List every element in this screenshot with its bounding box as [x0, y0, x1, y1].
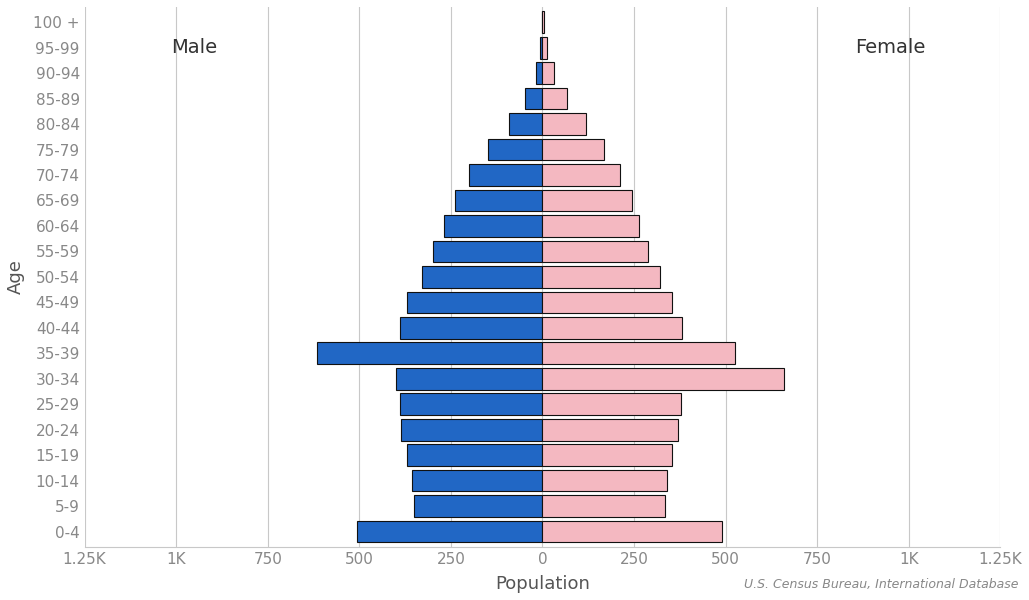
Bar: [542, 521, 722, 542]
Bar: [542, 215, 639, 237]
Bar: [399, 317, 542, 338]
Bar: [542, 37, 546, 59]
Bar: [525, 88, 542, 109]
Bar: [317, 343, 542, 364]
Bar: [542, 88, 567, 109]
Bar: [542, 11, 544, 33]
Bar: [443, 215, 542, 237]
Bar: [542, 266, 660, 288]
Bar: [469, 164, 542, 186]
Bar: [399, 394, 542, 415]
Bar: [542, 394, 681, 415]
Bar: [542, 113, 586, 135]
Bar: [542, 317, 681, 338]
Y-axis label: Age: Age: [7, 259, 25, 295]
Bar: [542, 368, 784, 389]
Bar: [357, 521, 542, 542]
X-axis label: Population: Population: [495, 575, 590, 593]
Bar: [542, 470, 667, 491]
Bar: [542, 62, 555, 84]
Text: Female: Female: [855, 38, 925, 57]
Bar: [406, 292, 542, 313]
Bar: [415, 495, 542, 517]
Bar: [542, 292, 672, 313]
Text: Male: Male: [172, 38, 217, 57]
Bar: [542, 495, 665, 517]
Bar: [488, 139, 542, 160]
Bar: [542, 190, 632, 211]
Bar: [542, 343, 735, 364]
Bar: [406, 445, 542, 466]
Bar: [401, 419, 542, 440]
Bar: [413, 470, 542, 491]
Bar: [542, 164, 620, 186]
Bar: [432, 241, 542, 262]
Bar: [396, 368, 542, 389]
Bar: [542, 139, 604, 160]
Bar: [422, 266, 542, 288]
Bar: [455, 190, 542, 211]
Bar: [542, 419, 678, 440]
Bar: [540, 37, 542, 59]
Bar: [542, 241, 648, 262]
Bar: [536, 62, 542, 84]
Bar: [508, 113, 542, 135]
Bar: [542, 445, 672, 466]
Text: U.S. Census Bureau, International Database: U.S. Census Bureau, International Databa…: [744, 578, 1019, 591]
